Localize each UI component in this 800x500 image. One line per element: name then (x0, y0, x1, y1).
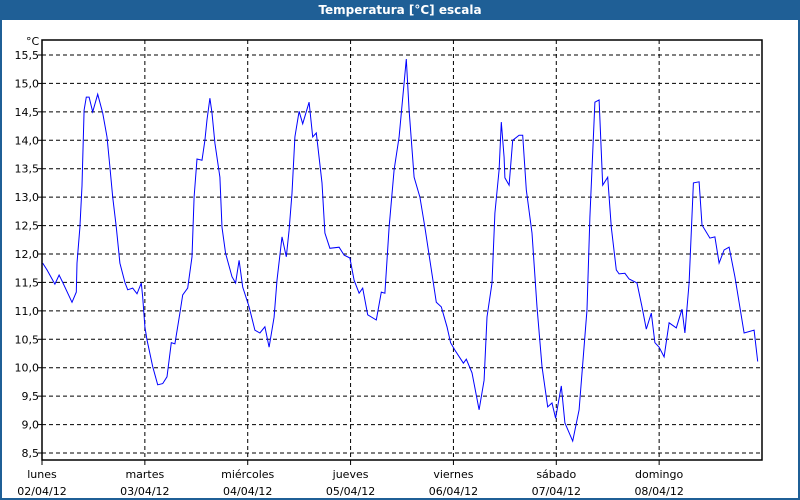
y-tick-label: 9,0 (22, 419, 40, 432)
y-axis-unit: °C (26, 35, 40, 48)
y-tick-label: 15,5 (15, 49, 40, 62)
y-tick-label: 14,0 (15, 134, 40, 147)
y-tick-label: 10,5 (15, 333, 40, 346)
x-tick-day-label: lunes (27, 468, 57, 481)
y-tick-label: 15,0 (15, 77, 40, 90)
y-tick-label: 12,5 (15, 220, 40, 233)
grid (42, 40, 762, 460)
y-tick-label: 11,5 (15, 276, 40, 289)
y-axis-ticks: 15,5 15,0 14,5 14,0 13,5 13,0 12,5 12,0 11,5 11,0… (15, 49, 42, 460)
y-tick-label: 13,5 (15, 163, 40, 176)
y-tick-label: 14,5 (15, 106, 40, 119)
y-tick-label: 8,5 (22, 447, 40, 460)
x-tick-date-label: 02/04/12 (17, 485, 66, 498)
x-tick-day-label: viernes (433, 468, 473, 481)
x-tick-date-label: 07/04/12 (532, 485, 581, 498)
x-tick-date-label: 05/04/12 (326, 485, 375, 498)
y-tick-label: 12,0 (15, 248, 40, 261)
y-tick-label: 9,5 (22, 390, 40, 403)
temperature-series-line (42, 58, 759, 443)
x-tick-day-label: martes (125, 468, 164, 481)
x-tick-date-label: 06/04/12 (429, 485, 478, 498)
x-tick-day-label: jueves (332, 468, 369, 481)
y-tick-label: 13,0 (15, 191, 40, 204)
y-tick-label: 10,0 (15, 362, 40, 375)
x-tick-date-label: 04/04/12 (223, 485, 272, 498)
plot-frame (41, 39, 763, 461)
x-tick-date-label: 03/04/12 (120, 485, 169, 498)
x-tick-date-label: 08/04/12 (634, 485, 683, 498)
window-title: Temperatura [°C] escala (2, 0, 798, 20)
x-tick-day-label: sábado (536, 468, 576, 481)
x-tick-day-label: domingo (635, 468, 683, 481)
y-tick-label: 11,0 (15, 305, 40, 318)
x-tick-day-label: miércoles (221, 468, 274, 481)
x-axis-ticks: lunes 02/04/12 martes 03/04/12 miércoles 04/0… (17, 460, 684, 498)
